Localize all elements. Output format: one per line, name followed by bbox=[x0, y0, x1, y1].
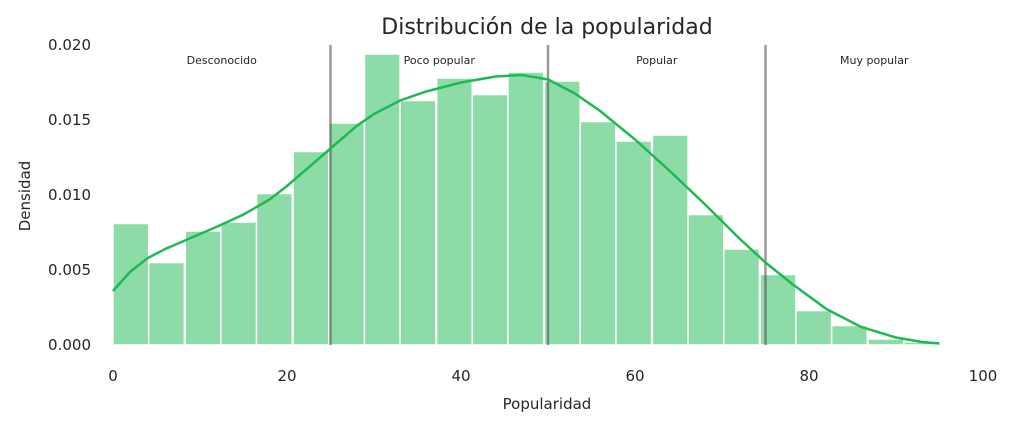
x-tick-label-2: 40 bbox=[451, 367, 470, 385]
x-axis-ticks: 0 20 40 60 80 100 bbox=[108, 367, 997, 385]
kde-density-line bbox=[112, 73, 940, 345]
histogram-bar-15 bbox=[651, 134, 689, 346]
histogram-bar-5 bbox=[292, 150, 330, 346]
x-tick-label-3: 60 bbox=[625, 367, 644, 385]
x-tick-label-4: 80 bbox=[799, 367, 818, 385]
histogram-bar-19 bbox=[795, 309, 833, 346]
region-label-1: Poco popular bbox=[404, 54, 476, 67]
histogram-bar-13 bbox=[579, 120, 617, 346]
chart-title: Distribución de la popularidad bbox=[381, 15, 712, 40]
histogram-bar-21 bbox=[867, 338, 905, 346]
y-tick-label-3: 0.015 bbox=[48, 111, 91, 129]
histogram-bar-9 bbox=[435, 77, 474, 346]
histogram-bar-6 bbox=[328, 122, 366, 346]
y-tick-label-0: 0.000 bbox=[48, 336, 91, 354]
histogram-bar-20 bbox=[830, 324, 869, 346]
x-tick-label-1: 20 bbox=[277, 367, 296, 385]
region-label-2: Popular bbox=[636, 54, 678, 67]
y-axis-ticks: 0.000 0.005 0.010 0.015 0.020 bbox=[48, 36, 91, 354]
x-tick-label-5: 100 bbox=[969, 367, 998, 385]
histogram-bar-16 bbox=[687, 213, 725, 346]
y-tick-label-2: 0.010 bbox=[48, 186, 91, 204]
region-label-3: Muy popular bbox=[840, 54, 909, 67]
histogram-bar-14 bbox=[615, 140, 653, 346]
threshold-lines bbox=[329, 45, 767, 345]
y-tick-label-4: 0.020 bbox=[48, 36, 91, 54]
histogram-bar-12 bbox=[543, 80, 581, 346]
histogram-bar-4 bbox=[255, 192, 293, 346]
histogram-bar-10 bbox=[471, 93, 509, 346]
histogram-bar-3 bbox=[220, 221, 258, 346]
region-labels: Desconocido Poco popular Popular Muy popula… bbox=[187, 54, 909, 67]
histogram-bar-2 bbox=[184, 230, 222, 346]
histogram-bar-11 bbox=[507, 71, 545, 346]
histogram-bar-8 bbox=[399, 99, 437, 346]
histogram-bars bbox=[112, 53, 941, 346]
region-label-0: Desconocido bbox=[187, 54, 258, 67]
histogram-bar-7 bbox=[363, 53, 401, 346]
histogram-bar-17 bbox=[722, 248, 761, 346]
y-axis-label: Densidad bbox=[16, 161, 34, 232]
x-axis-label: Popularidad bbox=[503, 395, 592, 413]
histogram-bar-1 bbox=[147, 261, 186, 346]
y-tick-label-1: 0.005 bbox=[48, 261, 91, 279]
x-tick-label-0: 0 bbox=[108, 367, 118, 385]
